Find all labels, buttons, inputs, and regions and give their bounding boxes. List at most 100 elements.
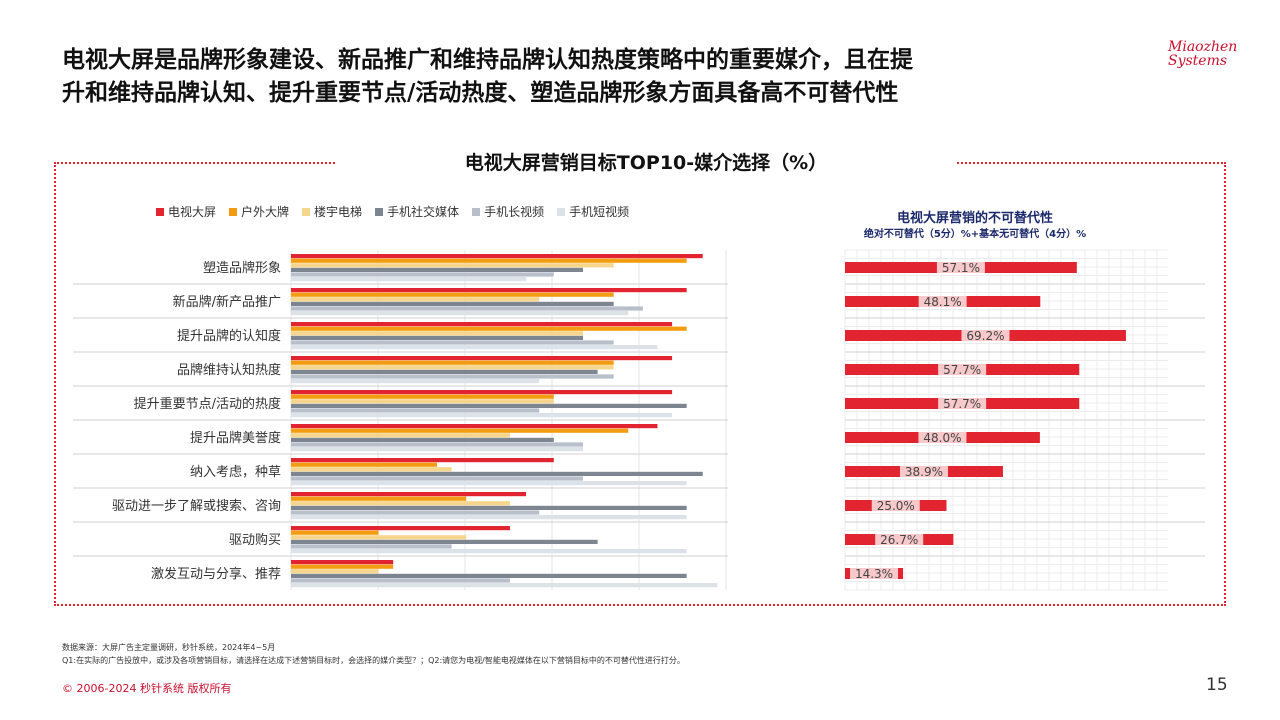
bar-手机长视频 [291, 306, 643, 311]
category-label: 提升重要节点/活动的热度 [134, 396, 281, 412]
value-label-bg [938, 364, 987, 375]
value-label-bg [918, 432, 967, 443]
value-label-bg [938, 398, 987, 409]
value-label: 57.7% [943, 397, 981, 411]
bar-手机长视频 [291, 476, 583, 481]
bar-手机短视频 [291, 413, 673, 418]
bar-电视大屏 [291, 288, 687, 293]
bar-手机长视频 [291, 578, 510, 583]
bar-手机社交媒体 [291, 267, 583, 272]
category-label: 新品牌/新产品推广 [173, 294, 281, 310]
bar-电视大屏 [291, 322, 673, 327]
bar-手机短视频 [291, 447, 583, 452]
value-label: 26.7% [880, 533, 918, 547]
value-label-bg [918, 296, 967, 307]
legend-swatch-social [375, 207, 384, 216]
legend-item-long-video: 手机长视频 [472, 203, 544, 220]
value-label-bg [899, 466, 948, 477]
legend-item-tv: 电视大屏 [156, 203, 216, 220]
bar-户外大牌 [291, 462, 437, 467]
value-label-bg [961, 330, 1010, 341]
category-label: 提升品牌的认知度 [177, 328, 281, 344]
bar-手机短视频 [291, 311, 629, 316]
legend-label-short-video: 手机短视频 [569, 205, 630, 219]
headline-line-1: 电视大屏是品牌形象建设、新品推广和维持品牌认知热度策略中的重要媒介，且在提 [62, 47, 913, 73]
bar-手机长视频 [291, 408, 540, 413]
value-label: 25.0% [877, 499, 915, 513]
category-label: 驱动进一步了解或搜索、咨询 [112, 499, 281, 514]
bar-手机短视频 [291, 515, 687, 520]
bar-电视大屏 [291, 356, 673, 361]
value-label-bg [936, 262, 985, 273]
legend-label-tv: 电视大屏 [168, 205, 217, 219]
page-headline: 电视大屏是品牌形象建设、新品推广和维持品牌认知热度策略中的重要媒介，且在提 升和… [62, 44, 1082, 110]
bar-手机社交媒体 [291, 471, 703, 476]
category-label: 塑造品牌形象 [203, 260, 281, 276]
value-label: 69.2% [966, 329, 1004, 343]
value-label: 38.9% [905, 465, 943, 479]
bar-户外大牌 [291, 496, 467, 501]
bar-电视大屏 [291, 254, 703, 259]
bar-户外大牌 [291, 394, 554, 399]
bar-手机短视频 [291, 549, 687, 554]
legend-item-outdoor: 户外大牌 [229, 203, 289, 220]
bar-户外大牌 [291, 428, 629, 433]
bar-楼宇电梯 [291, 263, 614, 268]
category-label: 激发互动与分享、推荐 [151, 566, 281, 582]
bar-楼宇电梯 [291, 399, 554, 404]
value-label: 48.1% [924, 295, 962, 309]
copyright: © 2006-2024 秒针系统 版权所有 [62, 682, 232, 695]
value-label: 48.0% [923, 431, 961, 445]
bar-手机短视频 [291, 583, 718, 588]
value-label: 14.3% [855, 567, 893, 581]
value-label-bg [875, 534, 924, 545]
bar-手机社交媒体 [291, 369, 598, 374]
bar-户外大牌 [291, 258, 687, 263]
legend-label-elevator: 楼宇电梯 [314, 205, 363, 219]
bar-手机长视频 [291, 272, 554, 277]
bar-楼宇电梯 [291, 297, 540, 302]
category-label: 品牌维持认知热度 [177, 362, 281, 378]
bar-电视大屏 [291, 458, 554, 463]
data-source-note: 数据来源：大屏广告主定量调研，秒针系统，2024年4~5月 [62, 643, 276, 652]
bar-手机社交媒体 [291, 301, 614, 306]
logo-line-2: Systems [1168, 53, 1228, 69]
category-label: 提升品牌美誉度 [190, 430, 281, 446]
value-label-bg [850, 568, 899, 579]
chart-title-background [336, 148, 956, 178]
legend-item-elevator: 楼宇电梯 [302, 203, 362, 220]
bar-手机长视频 [291, 544, 452, 549]
bar-楼宇电梯 [291, 331, 583, 336]
legend-label-outdoor: 户外大牌 [241, 205, 290, 219]
legend-swatch-outdoor [229, 207, 238, 216]
irreplaceability-title: 电视大屏营销的不可替代性 [896, 211, 1053, 226]
bar-电视大屏 [291, 492, 527, 497]
bar-手机短视频 [291, 379, 540, 384]
bar-手机短视频 [291, 277, 527, 282]
bar-手机社交媒体 [291, 505, 687, 510]
page-number: 15 [1206, 675, 1228, 695]
category-label: 纳入考虑，种草 [190, 465, 281, 480]
bar-手机社交媒体 [291, 437, 554, 442]
bar-楼宇电梯 [291, 365, 614, 370]
category-label: 驱动购买 [229, 532, 281, 548]
legend-swatch-long-video [472, 207, 481, 216]
value-label: 57.7% [943, 363, 981, 377]
chart-legend: 电视大屏 户外大牌 楼宇电梯 手机社交媒体 手机长视频 手机短视频 [156, 203, 629, 220]
bar-手机社交媒体 [291, 335, 583, 340]
bar-电视大屏 [291, 526, 510, 531]
bar-楼宇电梯 [291, 535, 467, 540]
value-label-bg [871, 500, 920, 511]
bar-手机短视频 [291, 481, 687, 486]
bar-手机社交媒体 [291, 403, 687, 408]
legend-item-short-video: 手机短视频 [557, 203, 629, 220]
bar-楼宇电梯 [291, 433, 510, 438]
legend-swatch-tv [156, 207, 164, 216]
bar-手机社交媒体 [291, 539, 598, 544]
logo-line-1: Miaozhen [1168, 39, 1238, 55]
bar-手机长视频 [291, 442, 583, 447]
legend-swatch-elevator [302, 207, 311, 216]
legend-label-long-video: 手机长视频 [484, 205, 545, 219]
chart-title: 电视大屏营销目标TOP10-媒介选择（%） [464, 152, 828, 174]
bar-手机社交媒体 [291, 573, 687, 578]
